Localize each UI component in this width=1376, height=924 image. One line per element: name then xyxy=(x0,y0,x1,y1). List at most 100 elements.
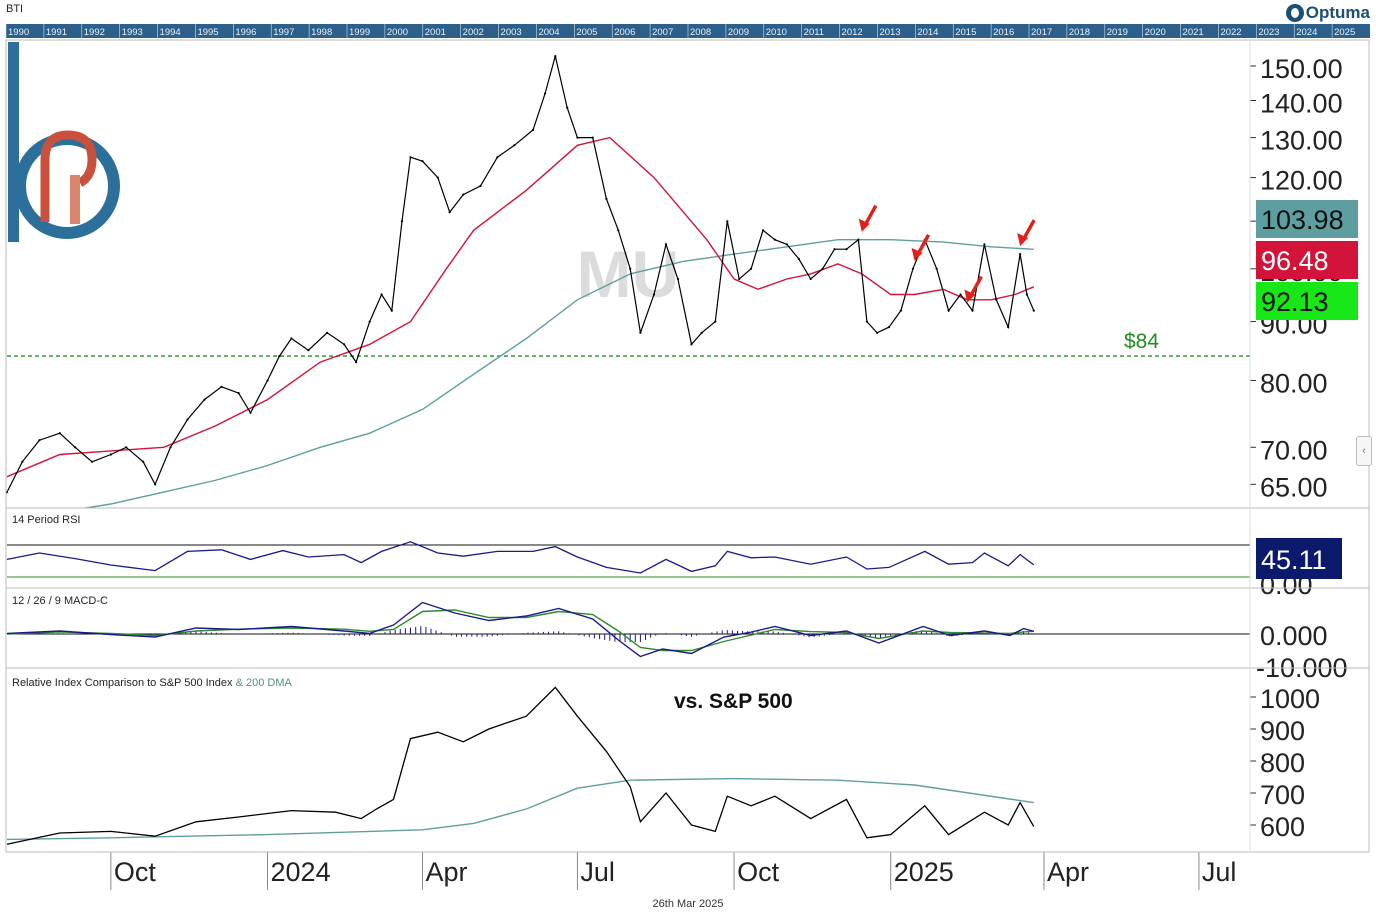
price-axis-label: 70.00 xyxy=(1260,435,1328,465)
price-point xyxy=(566,106,569,109)
price-point xyxy=(845,248,848,251)
date-axis-label: Oct xyxy=(737,857,780,887)
arrow-head xyxy=(911,247,923,261)
price-point xyxy=(1032,309,1035,312)
price-point xyxy=(664,243,668,246)
price-point xyxy=(1025,293,1028,296)
price-point xyxy=(249,411,252,414)
relative-annotation: vs. S&P 500 xyxy=(674,690,793,713)
arrow-head xyxy=(964,289,976,303)
overview-year-label: 2001 xyxy=(425,27,446,38)
price-point xyxy=(761,229,765,232)
price-point xyxy=(142,460,145,463)
price-point xyxy=(91,460,94,463)
price-axis-label: 65.00 xyxy=(1260,472,1328,502)
price-point xyxy=(899,309,903,312)
date-axis: Oct 2024 Apr Jul Oct 2025 Apr Jul xyxy=(110,852,1236,890)
overview-year-label: 2015 xyxy=(955,27,976,38)
price-point xyxy=(652,293,656,296)
overview-year-label: 1998 xyxy=(311,27,332,38)
price-point xyxy=(307,349,310,352)
overview-timeline[interactable]: 1990 1991 1992 1993 1994 1995 1996 1997 1998 1999… xyxy=(5,24,1370,38)
price-line xyxy=(6,55,1035,493)
price-point xyxy=(154,483,157,486)
rsi-value-text: 45.11 xyxy=(1261,545,1327,575)
price-axis-label: 130.00 xyxy=(1260,126,1343,156)
macd-panel: 0.000-10.000 xyxy=(6,601,1348,683)
overview-year-label: 2022 xyxy=(1220,27,1241,38)
price-point xyxy=(125,446,128,449)
support-label: $84 xyxy=(1124,330,1159,353)
relative-axis-label: 900 xyxy=(1260,716,1305,746)
value-label-text: 103.98 xyxy=(1261,205,1344,235)
relative-dma-line xyxy=(6,777,1034,841)
collapse-panel-handle[interactable]: ‹ xyxy=(1356,436,1372,466)
price-point xyxy=(390,309,393,312)
price-point xyxy=(591,136,594,139)
price-axis-label: 120.00 xyxy=(1260,166,1343,196)
price-point xyxy=(266,379,269,382)
price-point xyxy=(462,193,465,196)
price-point xyxy=(554,55,557,58)
price-point xyxy=(865,320,869,323)
arrow-head xyxy=(1017,233,1029,247)
overview-year-label: 2000 xyxy=(387,27,408,38)
overview-year-label: 2024 xyxy=(1296,27,1317,38)
price-point xyxy=(496,156,499,159)
overview-year-label: 2023 xyxy=(1258,27,1279,38)
price-point xyxy=(857,238,860,241)
overview-year-label: 2011 xyxy=(804,27,824,38)
price-point xyxy=(947,309,950,312)
overview-year-label: 2014 xyxy=(917,27,938,38)
price-panel: MU$8465.0070.0080.0090.00100.00110.00120… xyxy=(6,54,1358,508)
overview-year-label: 2006 xyxy=(614,27,635,38)
price-point xyxy=(773,238,777,241)
price-point xyxy=(355,361,358,364)
price-point xyxy=(1019,253,1022,256)
price-point xyxy=(995,298,998,301)
overview-year-label: 1999 xyxy=(349,27,370,38)
price-axis-label: 80.00 xyxy=(1260,368,1328,398)
logo-bar xyxy=(70,175,80,224)
logo-ring xyxy=(14,133,120,239)
overview-year-label: 2004 xyxy=(538,27,559,38)
price-point xyxy=(785,243,789,246)
logo-letter xyxy=(40,130,97,222)
overview-year-label: 1995 xyxy=(197,27,218,38)
relative-axis-label: 1000 xyxy=(1260,684,1320,714)
resistance-arrow-icon xyxy=(858,204,878,232)
price-point xyxy=(1007,326,1010,329)
overview-year-label: 1996 xyxy=(235,27,256,38)
relative-title: Relative Index Comparison to S&P 500 Ind… xyxy=(12,677,292,689)
overview-year-label: 1993 xyxy=(122,27,143,38)
price-point xyxy=(887,326,891,329)
overview-year-label: 2016 xyxy=(993,27,1014,38)
price-point xyxy=(629,267,632,270)
price-point xyxy=(700,331,703,334)
macd-line xyxy=(6,601,1034,658)
price-point xyxy=(726,220,729,223)
price-point xyxy=(971,309,974,312)
overview-year-label: 1990 xyxy=(8,27,29,38)
overview-year-label: 2012 xyxy=(842,27,863,38)
brand-logo: Optuma xyxy=(1285,3,1370,23)
overview-year-label: 2018 xyxy=(1069,27,1090,38)
price-point xyxy=(220,385,223,388)
resistance-arrow-icon xyxy=(964,275,983,303)
overview-year-label: 2008 xyxy=(690,27,711,38)
rsi-value-box xyxy=(1256,538,1342,579)
price-point xyxy=(421,160,424,163)
price-point xyxy=(436,176,439,179)
date-axis-label: Jul xyxy=(580,857,615,887)
price-point xyxy=(326,331,329,334)
overview-year-label: 2007 xyxy=(652,27,673,38)
price-point xyxy=(750,267,753,270)
price-point xyxy=(911,267,915,270)
price-point xyxy=(513,144,516,147)
overview-year-label: 1991 xyxy=(46,27,67,38)
price-point xyxy=(605,197,608,200)
relative-axis-label: 700 xyxy=(1260,780,1305,810)
overview-year-label: 2025 xyxy=(1334,27,1355,38)
overview-year-label: 2010 xyxy=(766,27,787,38)
relative-title-sub: & 200 DMA xyxy=(235,677,292,689)
